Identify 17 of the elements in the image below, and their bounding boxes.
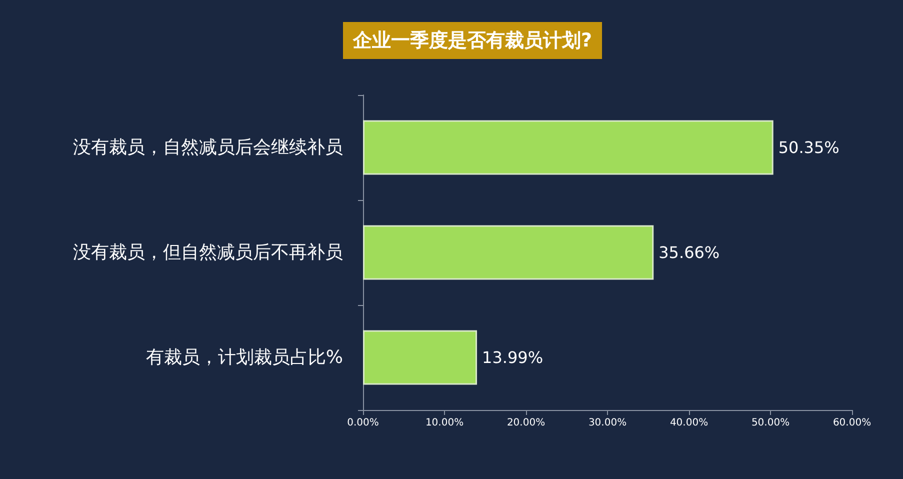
x-tick-label: 0.00% [347, 418, 379, 428]
chart-title: 企业一季度是否有裁员计划? [352, 30, 592, 52]
x-tick-label: 60.00% [832, 418, 872, 428]
x-tick-label: 10.00% [425, 418, 464, 428]
x-tick-label: 20.00% [506, 418, 546, 428]
x-tick-label: 50.00% [751, 418, 790, 428]
y-tick-label: 没有裁员，自然减员后会继续补员 [73, 137, 343, 158]
x-tick-label: 30.00% [588, 418, 627, 428]
data-label: 50.35% [778, 138, 840, 157]
bar [363, 120, 774, 175]
bar [363, 225, 654, 280]
data-label: 35.66% [658, 243, 720, 262]
y-tick-label: 没有裁员，但自然减员后不再补员 [73, 242, 343, 263]
data-label: 13.99% [482, 348, 544, 367]
y-tick-label: 有裁员，计划裁员占比% [146, 347, 343, 368]
x-tick-label: 40.00% [670, 418, 708, 428]
bar [363, 330, 478, 385]
